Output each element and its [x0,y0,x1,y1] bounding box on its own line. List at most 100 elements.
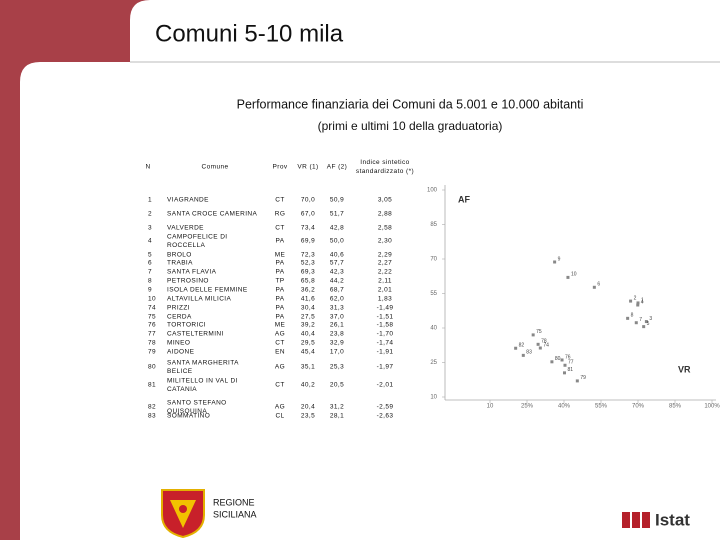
subtitle: (primi e ultimi 10 della graduatoria) [318,119,503,133]
table-cell: PA [276,287,285,294]
table-cell: 69,3 [301,269,315,276]
point-label: 6 [597,282,600,288]
table-cell: PA [276,314,285,321]
point-label: 9 [558,256,561,262]
scatter-point [563,363,567,367]
point-label: 79 [580,375,586,381]
column-header: standardizzato (*) [356,168,414,175]
table-cell: SOMMATINO [167,413,210,420]
x-tick-label: 40% [558,404,571,410]
table-cell: 50,9 [330,197,344,204]
table-cell: 73,4 [301,225,315,232]
scatter-point [636,303,640,307]
chart-area [422,180,720,410]
table-cell: 57,7 [330,260,344,267]
table-cell: 2 [148,211,152,218]
table-cell: 37,0 [330,314,344,321]
table-cell: BROLO [167,252,192,259]
table-cell: 42,8 [330,225,344,232]
table-cell: 40,6 [330,252,344,259]
scatter-point [629,299,633,303]
x-tick-label: 25% [521,404,534,410]
point-label: 80 [555,356,561,362]
scatter-point [531,333,535,337]
x-tick-label: 55% [595,404,608,410]
region-label: SICILIANA [213,509,257,519]
table-cell: SANTO STEFANO [167,399,227,406]
table-cell: 9 [148,287,152,294]
table-cell: ME [275,252,286,259]
table-cell: 51,7 [330,211,344,218]
scatter-point [592,285,596,289]
table-cell: 2,29 [378,252,392,259]
scatter-point [536,342,540,346]
table-cell: -2,59 [377,404,394,411]
table-cell: 67,0 [301,211,315,218]
table-cell: CAMPOFELICE DI [167,233,228,240]
point-label: 10 [571,272,577,278]
table-cell: PETROSINO [167,278,209,285]
table-cell: ALTAVILLA MILICIA [167,296,232,303]
table-cell: 78 [148,340,156,347]
table-cell: CT [275,382,284,389]
table-cell: 29,5 [301,340,315,347]
table-cell: 36,2 [301,287,315,294]
y-tick-label: 10 [430,395,437,401]
x-axis-label: VR [678,364,691,374]
table-cell: SANTA FLAVIA [167,269,217,276]
table-cell: CATANIA [167,386,197,393]
table-cell: 40,2 [301,382,315,389]
scatter-point [562,371,566,375]
point-label: 75 [536,329,542,335]
table-cell: 83 [148,413,156,420]
table-cell: 27,5 [301,314,315,321]
point-label: 76 [565,354,571,360]
table-cell: 45,4 [301,349,315,356]
table-cell: 70,0 [301,197,315,204]
column-header: VR (1) [297,164,318,171]
column-header: Comune [202,164,229,171]
y-tick-label: 55 [430,291,437,297]
table-cell: 72,3 [301,252,315,259]
table-cell: 77 [148,331,156,338]
table-cell: 23,8 [330,331,344,338]
table-cell: SANTA CROCE CAMERINA [167,211,257,218]
table-cell: -1,91 [377,349,394,356]
table-cell: 2,88 [378,211,392,218]
point-label: 8 [631,313,634,319]
table-cell: PA [276,260,285,267]
table-cell: 30,4 [301,305,315,312]
scatter-point [626,316,630,320]
table-cell: 8 [148,278,152,285]
table-cell: 40,4 [301,331,315,338]
table-cell: 2,22 [378,269,392,276]
table-cell: 7 [148,269,152,276]
istat-logo [622,512,650,528]
point-label: 5 [647,321,650,327]
table-cell: 5 [148,252,152,259]
point-label: 7 [639,317,642,323]
y-tick-label: 100 [427,188,438,194]
table-cell: VALVERDE [167,225,204,232]
table-cell: 2,30 [378,238,392,245]
table-cell: 62,0 [330,296,344,303]
point-label: 83 [526,350,532,356]
scatter-point [634,321,638,325]
x-tick-label: 85% [669,404,682,410]
point-label: 74 [543,342,549,348]
table-cell: 68,7 [330,287,344,294]
column-header: N [145,164,150,171]
point-label: 82 [519,343,525,349]
table-cell: TORTORICI [167,322,206,329]
table-cell: AG [275,404,285,411]
scatter-point [575,379,579,383]
table-cell: -1,70 [377,331,394,338]
region-label: REGIONE [213,497,255,507]
table-cell: QUISQUINA [167,408,207,415]
table-cell: 20,5 [330,382,344,389]
table-cell: PA [276,269,285,276]
table-cell: 75 [148,314,156,321]
table-cell: -1,51 [377,314,394,321]
table-cell: PA [276,305,285,312]
